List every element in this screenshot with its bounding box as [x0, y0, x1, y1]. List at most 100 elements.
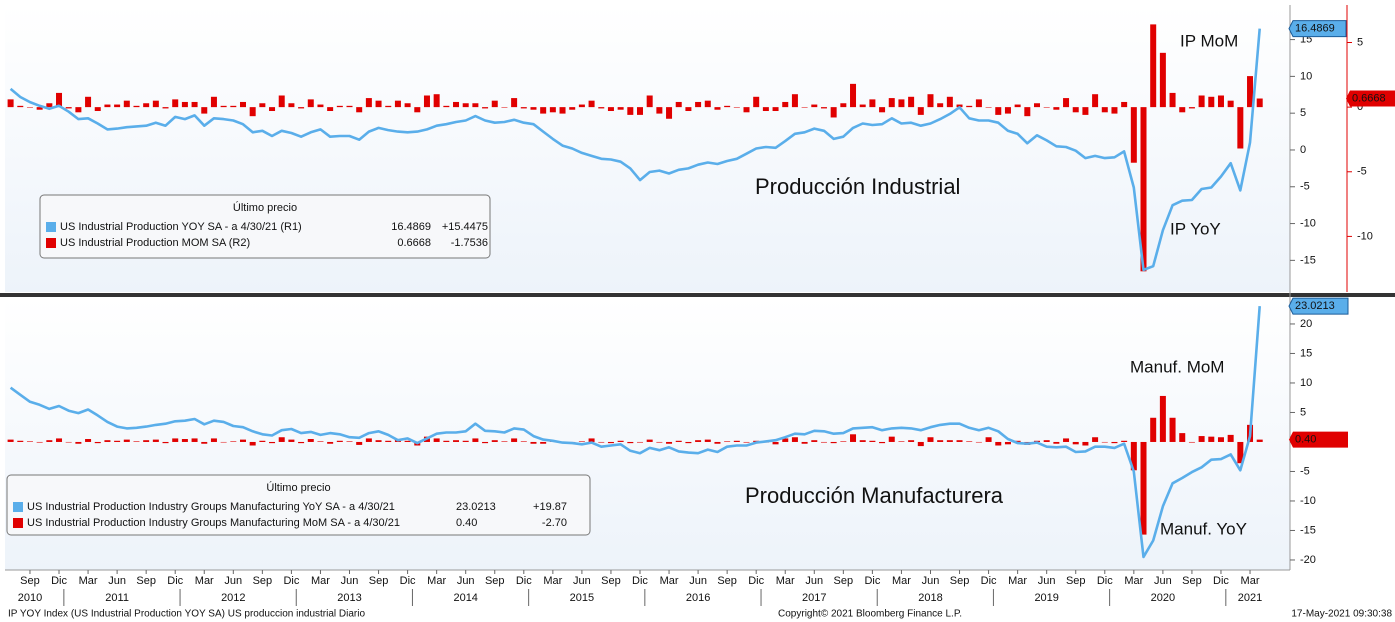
bar [743, 441, 750, 443]
y-tick-label: -15 [1300, 254, 1316, 266]
x-tick-label: Jun [457, 575, 475, 587]
bar [1101, 107, 1108, 113]
bar [375, 440, 382, 442]
bar [869, 99, 876, 108]
bar [840, 441, 847, 442]
last-price-badge [1289, 431, 1348, 448]
bar [1014, 104, 1021, 108]
bar [801, 107, 808, 108]
x-year-label: 2013 [337, 592, 361, 604]
bar [1150, 24, 1157, 108]
x-tick-label: Dic [1097, 575, 1113, 587]
bar [830, 441, 837, 444]
bar [181, 101, 188, 108]
bar [56, 438, 63, 442]
bar [453, 440, 460, 442]
bar [927, 437, 934, 442]
bar [94, 107, 101, 112]
bar [501, 107, 508, 108]
bar [704, 100, 711, 108]
bar [462, 103, 469, 108]
bar [1140, 441, 1147, 535]
bar [995, 107, 1002, 115]
bar [1237, 441, 1244, 464]
y-tick-label: -5 [1300, 465, 1310, 477]
legend-box [6, 474, 591, 536]
bar [714, 441, 721, 444]
bar [75, 441, 82, 444]
bar [1092, 437, 1099, 442]
y2-tick-label: -10 [1357, 230, 1373, 242]
bar [123, 100, 130, 108]
bar [675, 440, 682, 442]
bar [201, 441, 208, 444]
bar [1101, 441, 1108, 443]
bar [491, 440, 498, 442]
annotation: Producción Manufacturera [745, 483, 1004, 508]
legend-title: Último precio [266, 481, 330, 494]
x-tick-label: Sep [601, 575, 621, 587]
bar [123, 439, 130, 442]
bar [850, 83, 857, 108]
bar [1033, 103, 1040, 108]
bar [530, 441, 537, 444]
x-tick-label: Mar [776, 575, 795, 587]
legend-change: -2.70 [542, 517, 567, 529]
bar [888, 98, 895, 108]
footer-left: IP YOY Index (US Industrial Production Y… [8, 609, 365, 620]
bar [239, 439, 246, 442]
bar [598, 441, 605, 443]
annotation: IP YoY [1170, 219, 1221, 238]
bar [259, 103, 266, 108]
x-tick-label: Dic [1213, 575, 1229, 587]
x-tick-label: Sep [253, 575, 273, 587]
bar [908, 440, 915, 442]
annotation: IP MoM [1180, 31, 1238, 50]
annotation: Manuf. MoM [1130, 357, 1224, 376]
bar [394, 100, 401, 108]
footer-center: Copyright© 2021 Bloomberg Finance L.P. [778, 609, 962, 620]
bar [1053, 441, 1060, 444]
bar [879, 107, 886, 113]
y-tick-label: 0 [1300, 144, 1306, 156]
bar [172, 438, 179, 442]
y-tick-label: 20 [1300, 318, 1312, 330]
bar [1179, 107, 1186, 113]
x-tick-label: Jun [224, 575, 242, 587]
y-tick-label: -5 [1300, 181, 1310, 193]
bar [888, 436, 895, 442]
bar [56, 92, 63, 108]
bar [753, 96, 760, 108]
bar [17, 105, 24, 108]
bar [1198, 436, 1205, 442]
bar [956, 104, 963, 108]
bar [259, 440, 266, 442]
bar [249, 441, 256, 446]
bar [1043, 107, 1050, 108]
bar [549, 107, 556, 113]
bar [820, 441, 827, 443]
bar [985, 107, 992, 108]
bar [462, 440, 469, 442]
bar [152, 439, 159, 442]
bar [1227, 434, 1234, 442]
bar [162, 107, 169, 109]
bar [346, 105, 353, 108]
bar [269, 107, 276, 112]
x-tick-label: Mar [543, 575, 562, 587]
bar [104, 104, 111, 108]
bar [210, 438, 217, 442]
bar [985, 437, 992, 442]
x-tick-label: Jun [805, 575, 823, 587]
bar [685, 107, 692, 112]
bar [230, 105, 237, 108]
bar [365, 98, 372, 108]
bar [666, 107, 673, 119]
bar [1198, 95, 1205, 108]
bar [704, 439, 711, 442]
bar [607, 107, 614, 112]
x-tick-label: Jun [108, 575, 126, 587]
legend-swatch [13, 502, 23, 512]
bar [859, 440, 866, 442]
bar [36, 107, 43, 110]
